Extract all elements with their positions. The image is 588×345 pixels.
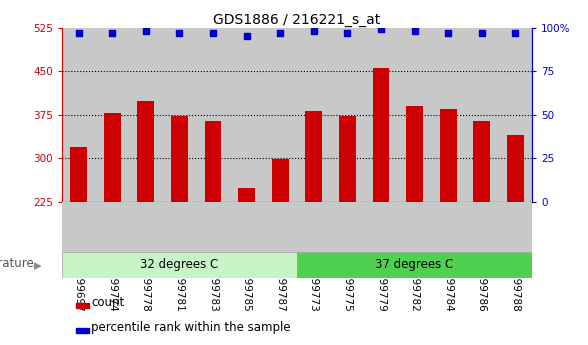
Text: temperature: temperature — [0, 257, 34, 270]
Bar — [499, 28, 532, 202]
Bar — [230, 28, 263, 202]
Bar — [305, 111, 322, 202]
Point — [309, 28, 319, 34]
Bar — [95, 28, 129, 202]
Point — [242, 33, 251, 39]
Bar — [373, 68, 389, 202]
Bar — [62, 28, 95, 202]
Bar — [465, 28, 499, 202]
Text: 37 degrees C: 37 degrees C — [375, 258, 454, 271]
Bar — [238, 188, 255, 202]
Bar — [205, 120, 221, 202]
Bar — [406, 106, 423, 202]
Bar — [76, 303, 89, 308]
Text: count: count — [91, 296, 125, 309]
Bar — [138, 101, 154, 202]
Bar — [473, 120, 490, 202]
Point — [275, 30, 285, 36]
Bar — [297, 252, 532, 278]
Bar — [330, 28, 364, 202]
Bar — [62, 252, 297, 278]
Bar — [162, 28, 196, 202]
Point — [141, 28, 151, 34]
Point — [410, 28, 419, 34]
Bar — [263, 28, 297, 202]
Bar — [272, 159, 289, 202]
Bar — [440, 109, 456, 202]
Bar — [196, 28, 230, 202]
Point — [477, 30, 486, 36]
Bar — [339, 117, 356, 202]
Bar — [129, 28, 162, 202]
Title: GDS1886 / 216221_s_at: GDS1886 / 216221_s_at — [213, 12, 380, 27]
Point — [443, 30, 453, 36]
Text: 32 degrees C: 32 degrees C — [140, 258, 219, 271]
Point — [510, 30, 520, 36]
Point — [108, 30, 117, 36]
Bar — [364, 28, 397, 202]
Point — [376, 27, 386, 32]
Bar — [507, 135, 524, 202]
Bar — [103, 113, 121, 202]
Bar — [171, 117, 188, 202]
Bar — [70, 147, 87, 202]
Text: percentile rank within the sample: percentile rank within the sample — [91, 321, 291, 334]
Bar — [397, 28, 432, 202]
Point — [208, 30, 218, 36]
Point — [74, 30, 83, 36]
Point — [175, 30, 184, 36]
Bar — [76, 328, 89, 333]
Point — [343, 30, 352, 36]
Bar — [297, 28, 330, 202]
Bar — [432, 28, 465, 202]
